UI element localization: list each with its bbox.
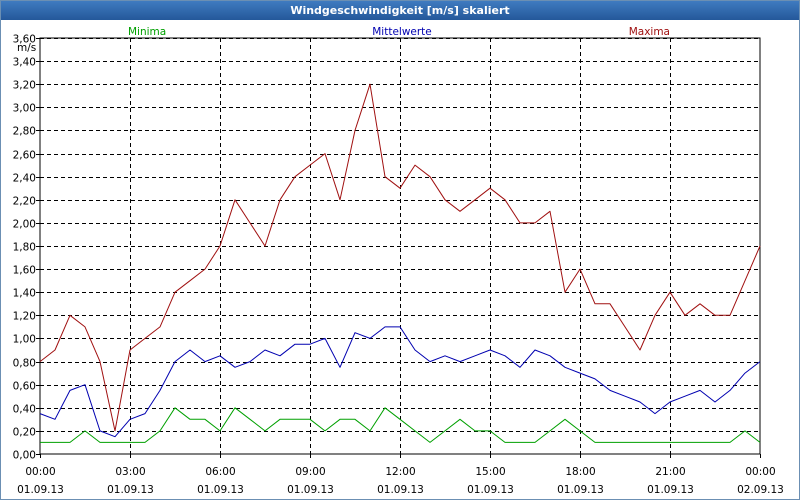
x-axis: 00:00 01.09.13 03:00 01.09.13 06:00 01.09.13 0… [17, 454, 784, 496]
x-tick-time: 00:00 [25, 466, 55, 478]
x-tick-time: 12:00 [385, 466, 415, 478]
x-tick-time: 03:00 [115, 466, 145, 478]
chart-grid [40, 38, 760, 454]
y-tick-label: 3,40 [13, 57, 36, 69]
series-lines [39, 83, 761, 443]
x-tick-date: 01.09.13 [467, 484, 514, 496]
x-tick-time: 06:00 [205, 466, 235, 478]
y-tick-label: 0,80 [13, 358, 36, 370]
y-axis-label: m/s [17, 42, 36, 54]
y-tick-label: 1,60 [13, 265, 36, 277]
y-tick-label: 0,60 [13, 381, 36, 393]
x-tick-date: 01.09.13 [107, 484, 154, 496]
y-tick-label: 0,20 [13, 427, 36, 439]
y-tick-label: 2,20 [13, 196, 36, 208]
y-tick-label: 1,40 [13, 288, 36, 300]
x-tick-time: 21:00 [655, 466, 685, 478]
legend-maxima: Maxima [629, 26, 670, 38]
y-tick-label: 1,80 [13, 242, 36, 254]
y-tick-label: 0,40 [13, 404, 36, 416]
y-tick-label: 1,20 [13, 311, 36, 323]
series-line-minima [40, 407, 761, 443]
y-tick-label: 2,40 [13, 173, 36, 185]
x-tick-date: 01.09.13 [647, 484, 694, 496]
x-tick-date: 01.09.13 [557, 484, 604, 496]
x-tick-time: 15:00 [475, 466, 505, 478]
y-tick-label: 3,60 [13, 34, 36, 46]
y-tick-label: 1,00 [13, 334, 36, 346]
y-tick-label: 3,20 [13, 80, 36, 92]
series-line-maxima [39, 83, 761, 432]
x-tick-time: 09:00 [295, 466, 325, 478]
x-tick-date: 01.09.13 [287, 484, 334, 496]
x-tick-date: 01.09.13 [197, 484, 244, 496]
chart-title: Windgeschwindigkeit [m/s] skaliert [1, 1, 799, 20]
legend-minima: Minima [128, 26, 166, 38]
x-tick-time: 18:00 [565, 466, 595, 478]
y-tick-label: 3,00 [13, 103, 36, 115]
series-line-mittelwerte [39, 326, 761, 438]
y-tick-label: 2,60 [13, 150, 36, 162]
legend-mittelwerte: Mittelwerte [372, 26, 432, 38]
x-tick-date: 01.09.13 [17, 484, 64, 496]
y-tick-label: 2,80 [13, 126, 36, 138]
x-tick-time: 00:00 [745, 466, 775, 478]
x-tick-date: 02.09.13 [737, 484, 784, 496]
y-tick-label: 2,00 [13, 219, 36, 231]
x-tick-date: 01.09.13 [377, 484, 424, 496]
y-tick-label: 0,00 [13, 450, 36, 462]
y-axis: 0,00 0,20 0,40 0,60 0,80 1,00 1,20 1,40 1,60 1,80… [13, 34, 40, 462]
